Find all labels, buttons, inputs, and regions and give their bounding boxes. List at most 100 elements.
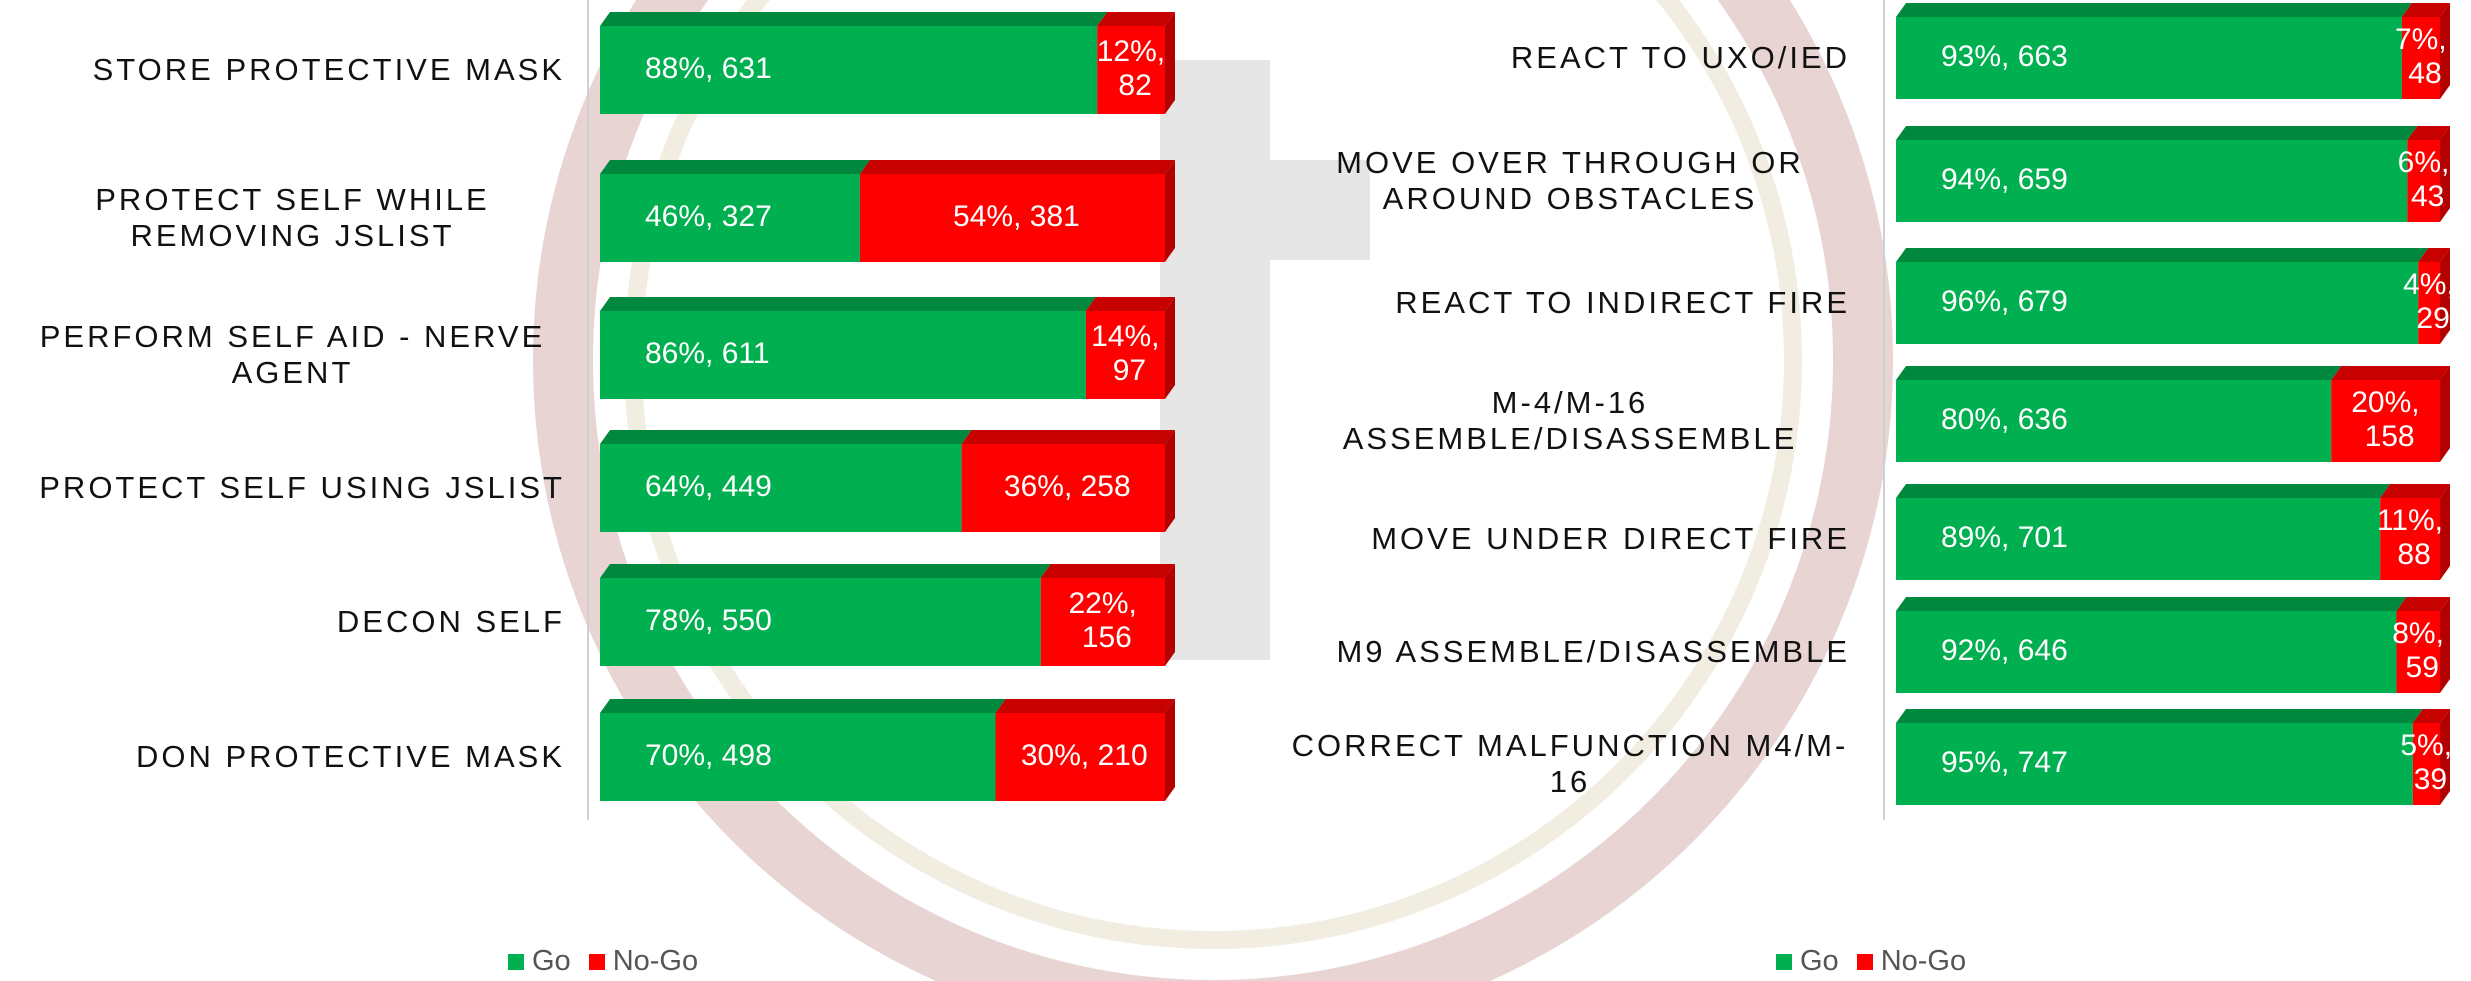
data-label: 46%, 327 [645,200,772,233]
label-text: STORE PROTECTIVE MASK [92,52,565,87]
data-label: 12%, 82 [1097,35,1174,102]
bar [2418,262,2440,344]
bar-side [2440,126,2450,222]
data-label-line: 48 [2408,57,2441,90]
bar-top [1896,3,2412,17]
data-label: 54%, 381 [953,200,1080,233]
category-label: M9 ASSEMBLE/DISASSEMBLE [1270,616,1850,688]
bar [995,713,1165,801]
category-label: DON PROTECTIVE MASK [0,721,565,793]
bar [1040,578,1165,666]
data-label-line: 4%, [2403,268,2463,301]
bar-side [1165,430,1175,532]
legend-swatch [588,953,605,970]
label-text: PROTECT SELF USING JSLIST [39,470,565,505]
bar-top [2412,709,2450,723]
bar [1896,380,2332,462]
data-label-line: 6%, [2398,146,2458,179]
bar-side [2440,248,2450,344]
data-label: 64%, 449 [645,470,772,503]
legend: Go No-Go [1776,945,1976,978]
data-label-line: 8%, [2392,617,2452,650]
data-label: 20%, 158 [2351,386,2428,453]
category-label: REACT TO INDIRECT FIRE [1270,267,1850,339]
bar [1896,723,2413,805]
bar-top [600,12,1108,26]
bar-top [600,564,1051,578]
bar-top [600,699,1006,713]
bar-top [600,160,870,174]
bar-side [2440,3,2450,99]
data-label-line: 11%, [2377,504,2452,537]
category-label: PROTECT SELF WHILE REMOVING JSLIST [0,182,565,254]
label-text: PROTECT SELF WHILE REMOVING JSLIST [95,182,490,253]
data-label: 80%, 636 [1941,403,2068,436]
bar [1896,140,2408,222]
data-label-line: 59 [2406,651,2439,684]
bar-top [2396,597,2450,611]
data-label: 8%, 59 [2392,617,2452,684]
data-label-line: 12%, [1097,35,1174,68]
category-label: STORE PROTECTIVE MASK [0,34,565,106]
bar-side [1165,564,1175,666]
legend-swatch [508,953,524,970]
data-label-line: 14%, [1091,320,1168,353]
data-label: 7%, 48 [2395,23,2455,90]
data-label: 22%, 156 [1068,587,1145,654]
bar [600,578,1041,666]
data-label-line: 156 [1082,621,1132,654]
label-text: DECON SELF [336,604,565,639]
bar-top [995,699,1175,713]
data-label-line: 5%, [2400,729,2460,762]
bar-top [2380,484,2450,498]
label-text: PERFORM SELF AID - NERVE AGENT [39,319,546,390]
bar [2331,380,2440,462]
category-label: PROTECT SELF USING JSLIST [0,452,565,524]
legend-label: No-Go [1880,945,1967,977]
bar-top [1896,484,2391,498]
bar-side [2440,484,2450,580]
bar-top [1896,248,2429,262]
data-label: 89%, 701 [1941,521,2068,554]
bar [600,311,1086,399]
data-label: 36%, 258 [1004,470,1131,503]
bar-top [2331,366,2450,380]
data-label: 4%, 29 [2403,268,2463,335]
data-label: 70%, 498 [645,739,772,772]
bar [600,713,996,801]
data-label: 14%, 97 [1091,320,1168,387]
legend-label: Go [1800,945,1839,977]
data-label-line: 20%, [2351,386,2428,419]
bar-side [1165,297,1175,399]
data-label: 86%, 611 [645,337,770,370]
bar-top [1896,366,2342,380]
data-label: 95%, 747 [1941,746,2068,779]
bar [1896,17,2402,99]
data-label-line: 39 [2414,763,2447,796]
legend-label: No-Go [612,945,699,977]
data-label: 30%, 210 [1021,739,1148,772]
label-text: M-4/M-16 ASSEMBLE/DISASSEMBLE [1342,385,1798,456]
data-label: 94%, 659 [1941,163,2068,196]
bar [859,174,1165,262]
label-text: CORRECT MALFUNCTION M4/M-16 [1291,728,1849,799]
label-text: MOVE UNDER DIRECT FIRE [1371,521,1850,556]
data-label: 93%, 663 [1941,40,2068,73]
bar-side [2440,597,2450,693]
bar [2412,723,2440,805]
data-label-line: 22%, [1068,587,1145,620]
bar-top [1896,126,2418,140]
bar [1085,311,1165,399]
legend-swatch [1776,953,1792,970]
bar-top [1097,12,1175,26]
data-label: 96%, 679 [1941,285,2068,318]
legend-swatch [1856,953,1873,970]
category-label: M-4/M-16 ASSEMBLE/DISASSEMBLE [1270,385,1850,457]
category-label: PERFORM SELF AID - NERVE AGENT [0,319,565,391]
data-label: 92%, 646 [1941,634,2068,667]
data-label-line: 82 [1118,69,1151,102]
bar [1896,611,2397,693]
bar-top [1085,297,1175,311]
